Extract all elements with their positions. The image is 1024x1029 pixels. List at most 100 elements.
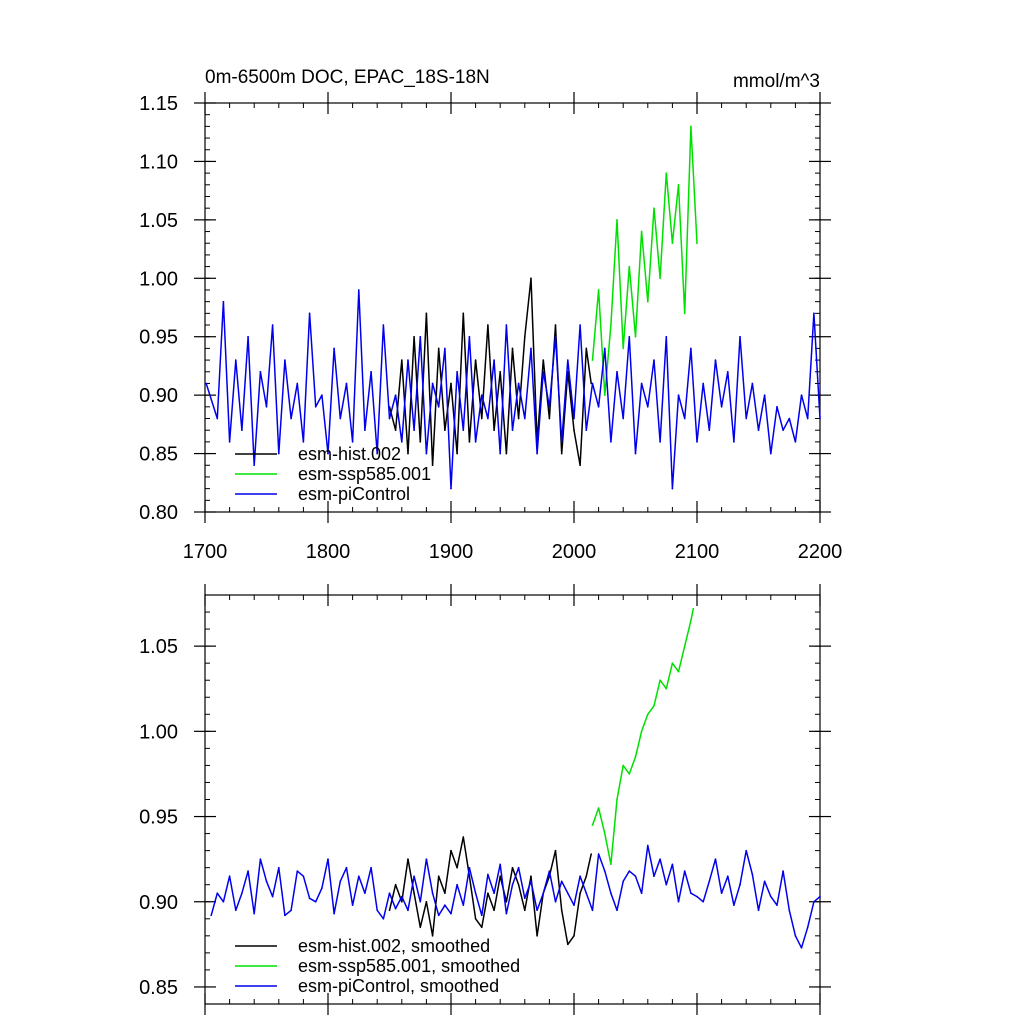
data-point bbox=[524, 335, 526, 338]
data-point bbox=[628, 870, 631, 872]
series-line-2 bbox=[205, 289, 821, 490]
data-point bbox=[591, 824, 594, 826]
data-point bbox=[610, 324, 612, 326]
data-point bbox=[401, 359, 403, 361]
data-point bbox=[585, 347, 588, 350]
data-point bbox=[425, 312, 428, 315]
legend-label: esm-hist.002 bbox=[298, 444, 401, 464]
data-point bbox=[616, 798, 618, 801]
data-point bbox=[407, 452, 409, 455]
data-point bbox=[247, 870, 249, 872]
data-point bbox=[554, 849, 557, 852]
data-point bbox=[524, 417, 526, 420]
data-point bbox=[640, 382, 643, 385]
data-point bbox=[437, 347, 440, 350]
data-point bbox=[659, 441, 661, 443]
data-point bbox=[413, 875, 415, 877]
data-point bbox=[370, 866, 372, 869]
data-point bbox=[290, 417, 292, 420]
data-point bbox=[603, 394, 606, 396]
data-point bbox=[487, 417, 489, 420]
data-point bbox=[437, 875, 440, 877]
data-point bbox=[683, 417, 686, 420]
data-point bbox=[388, 909, 391, 912]
data-point bbox=[739, 335, 741, 338]
data-point bbox=[647, 713, 649, 716]
data-point bbox=[591, 909, 594, 912]
data-point bbox=[425, 900, 428, 903]
data-point bbox=[671, 487, 674, 490]
data-point bbox=[776, 406, 778, 408]
data-point bbox=[462, 429, 465, 432]
data-point bbox=[413, 335, 415, 338]
data-point bbox=[794, 935, 797, 937]
data-point bbox=[628, 265, 631, 268]
legend-label: esm-hist.002, smoothed bbox=[298, 936, 490, 956]
data-point bbox=[524, 897, 526, 900]
data-point bbox=[388, 892, 391, 895]
data-point bbox=[241, 429, 243, 432]
data-point bbox=[351, 904, 354, 906]
data-point bbox=[665, 883, 668, 886]
data-point bbox=[530, 875, 532, 877]
data-point bbox=[425, 452, 428, 455]
data-point bbox=[548, 406, 551, 408]
data-point bbox=[524, 909, 526, 912]
data-point bbox=[585, 429, 588, 432]
data-point bbox=[616, 370, 618, 373]
data-point bbox=[671, 242, 674, 245]
y-tick-label: 1.15 bbox=[139, 93, 178, 115]
data-point bbox=[462, 904, 465, 906]
data-point bbox=[468, 875, 471, 877]
data-point bbox=[573, 904, 575, 906]
data-point bbox=[806, 926, 809, 929]
data-point bbox=[683, 645, 686, 647]
data-point bbox=[394, 394, 397, 396]
data-point bbox=[413, 429, 415, 432]
y-tick-label: 1.00 bbox=[139, 721, 178, 743]
data-point bbox=[751, 382, 754, 385]
data-point bbox=[228, 441, 231, 443]
data-point bbox=[720, 406, 723, 408]
data-point bbox=[499, 370, 502, 373]
data-point bbox=[450, 849, 452, 852]
legend-label: esm-ssp585.001, smoothed bbox=[298, 956, 520, 976]
data-point bbox=[456, 370, 458, 373]
data-point bbox=[603, 832, 606, 835]
data-point bbox=[690, 892, 692, 895]
series-line-2 bbox=[210, 844, 821, 949]
data-point bbox=[499, 875, 502, 877]
data-point bbox=[278, 866, 280, 869]
data-point bbox=[265, 880, 268, 883]
data-point bbox=[597, 853, 600, 855]
data-point bbox=[345, 382, 348, 385]
data-point bbox=[351, 441, 354, 443]
data-point bbox=[468, 441, 471, 443]
data-point bbox=[585, 892, 588, 895]
data-point bbox=[308, 312, 311, 315]
data-point bbox=[530, 347, 532, 350]
data-point bbox=[782, 870, 784, 872]
data-point bbox=[480, 417, 483, 420]
data-point bbox=[548, 417, 551, 420]
data-point bbox=[813, 312, 815, 315]
data-point bbox=[474, 917, 477, 920]
data-point bbox=[425, 858, 428, 860]
data-point bbox=[456, 452, 458, 455]
y-tick-label: 0.80 bbox=[139, 502, 178, 524]
data-point bbox=[610, 892, 612, 895]
data-point bbox=[800, 946, 803, 949]
data-point bbox=[511, 347, 514, 350]
data-point bbox=[677, 394, 680, 396]
data-point bbox=[770, 895, 772, 898]
data-point bbox=[394, 907, 397, 910]
data-point bbox=[560, 441, 563, 443]
y-tick-label: 0.90 bbox=[139, 892, 178, 914]
legend-label: esm-ssp585.001 bbox=[298, 464, 431, 484]
data-point bbox=[597, 406, 600, 408]
data-point bbox=[573, 429, 575, 432]
data-point bbox=[640, 230, 643, 233]
y-tick-label: 0.95 bbox=[139, 327, 178, 349]
data-point bbox=[413, 892, 415, 895]
